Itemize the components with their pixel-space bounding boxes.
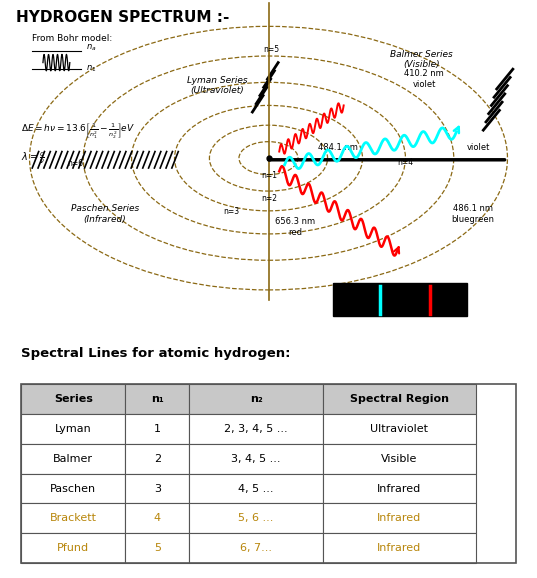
Bar bbox=[125, 533, 190, 563]
Text: $n_1$: $n_1$ bbox=[86, 64, 96, 75]
Text: Lyman: Lyman bbox=[55, 424, 92, 434]
Text: n₂: n₂ bbox=[250, 394, 263, 404]
Bar bbox=[125, 414, 190, 444]
Text: Paschen Series
(Infrared): Paschen Series (Infrared) bbox=[70, 205, 139, 224]
Text: Brackett: Brackett bbox=[50, 513, 97, 523]
Text: Visible: Visible bbox=[381, 454, 418, 464]
Bar bbox=[190, 384, 323, 414]
Bar bbox=[21, 444, 125, 473]
Text: Infrared: Infrared bbox=[378, 513, 422, 523]
Text: 5: 5 bbox=[154, 543, 161, 553]
Text: Balmer Series
(Visible): Balmer Series (Visible) bbox=[390, 50, 453, 69]
Bar bbox=[190, 503, 323, 533]
Text: 3: 3 bbox=[154, 484, 161, 494]
Text: violet: violet bbox=[467, 143, 491, 151]
Text: 3, 4, 5 ...: 3, 4, 5 ... bbox=[231, 454, 281, 464]
Text: Infrared: Infrared bbox=[378, 484, 422, 494]
Text: n=4: n=4 bbox=[397, 158, 413, 166]
Text: Spectral Region: Spectral Region bbox=[350, 394, 449, 404]
Text: Ultraviolet: Ultraviolet bbox=[371, 424, 429, 434]
Text: Spectral Lines for atomic hydrogen:: Spectral Lines for atomic hydrogen: bbox=[21, 347, 291, 360]
Bar bbox=[21, 503, 125, 533]
Text: From Bohr model:: From Bohr model: bbox=[32, 34, 112, 43]
Bar bbox=[323, 414, 476, 444]
Bar bbox=[190, 414, 323, 444]
Text: Infrared: Infrared bbox=[378, 543, 422, 553]
Text: 5, 6 ...: 5, 6 ... bbox=[238, 513, 274, 523]
Bar bbox=[323, 503, 476, 533]
Text: 486.1 nm
bluegreen: 486.1 nm bluegreen bbox=[451, 204, 494, 224]
Text: Lyman Series
(Ultraviolet): Lyman Series (Ultraviolet) bbox=[187, 76, 248, 95]
Bar bbox=[21, 384, 516, 563]
Bar bbox=[21, 414, 125, 444]
Bar bbox=[323, 444, 476, 473]
Bar bbox=[125, 503, 190, 533]
Bar bbox=[323, 473, 476, 503]
Text: Series: Series bbox=[54, 394, 93, 404]
Text: n=3: n=3 bbox=[223, 207, 239, 216]
Bar bbox=[323, 533, 476, 563]
Text: $n_a$: $n_a$ bbox=[86, 43, 97, 53]
Bar bbox=[125, 473, 190, 503]
Text: 410.2 nm
violet: 410.2 nm violet bbox=[404, 69, 444, 89]
Bar bbox=[125, 384, 190, 414]
Text: 2: 2 bbox=[154, 454, 161, 464]
Text: n=6: n=6 bbox=[67, 158, 83, 168]
Text: 4: 4 bbox=[154, 513, 161, 523]
Bar bbox=[21, 384, 125, 414]
Text: 1: 1 bbox=[154, 424, 161, 434]
Text: Balmer: Balmer bbox=[53, 454, 93, 464]
Text: HYDROGEN SPECTRUM :-: HYDROGEN SPECTRUM :- bbox=[16, 10, 229, 25]
Text: 6, 7...: 6, 7... bbox=[240, 543, 272, 553]
Bar bbox=[190, 444, 323, 473]
Text: 4, 5 ...: 4, 5 ... bbox=[238, 484, 274, 494]
Text: 484.1 nm: 484.1 nm bbox=[318, 143, 358, 151]
Text: Paschen: Paschen bbox=[50, 484, 97, 494]
Bar bbox=[21, 473, 125, 503]
Bar bbox=[190, 473, 323, 503]
Text: $\lambda = \frac{c}{\nu}$: $\lambda = \frac{c}{\nu}$ bbox=[21, 150, 46, 166]
Text: $\Delta E = h\nu = 13.6\left[\frac{1}{n_1^2} - \frac{1}{n_2^2}\right]eV$: $\Delta E = h\nu = 13.6\left[\frac{1}{n_… bbox=[21, 122, 136, 142]
Bar bbox=[21, 533, 125, 563]
Bar bbox=[190, 533, 323, 563]
Bar bbox=[323, 384, 476, 414]
Bar bbox=[125, 444, 190, 473]
Text: n=2: n=2 bbox=[262, 194, 278, 203]
Text: 656.3 nm
red: 656.3 nm red bbox=[275, 217, 315, 237]
Text: 2, 3, 4, 5 ...: 2, 3, 4, 5 ... bbox=[224, 424, 288, 434]
Text: n₁: n₁ bbox=[151, 394, 164, 404]
Text: n=5: n=5 bbox=[263, 45, 279, 54]
Text: Pfund: Pfund bbox=[57, 543, 90, 553]
Text: n=1: n=1 bbox=[262, 171, 278, 180]
Bar bbox=[333, 283, 467, 316]
